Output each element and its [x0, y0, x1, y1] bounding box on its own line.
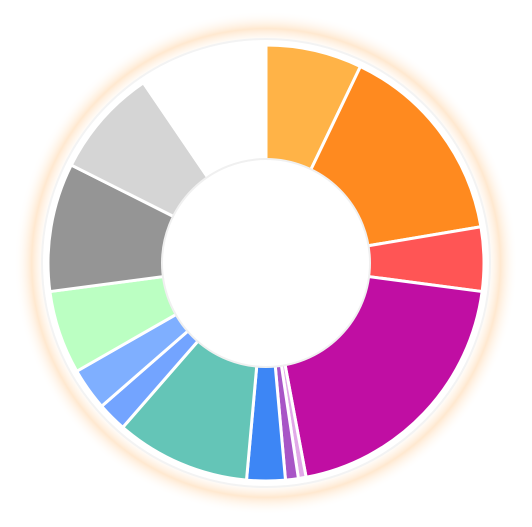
inner-ring: [161, 158, 371, 368]
